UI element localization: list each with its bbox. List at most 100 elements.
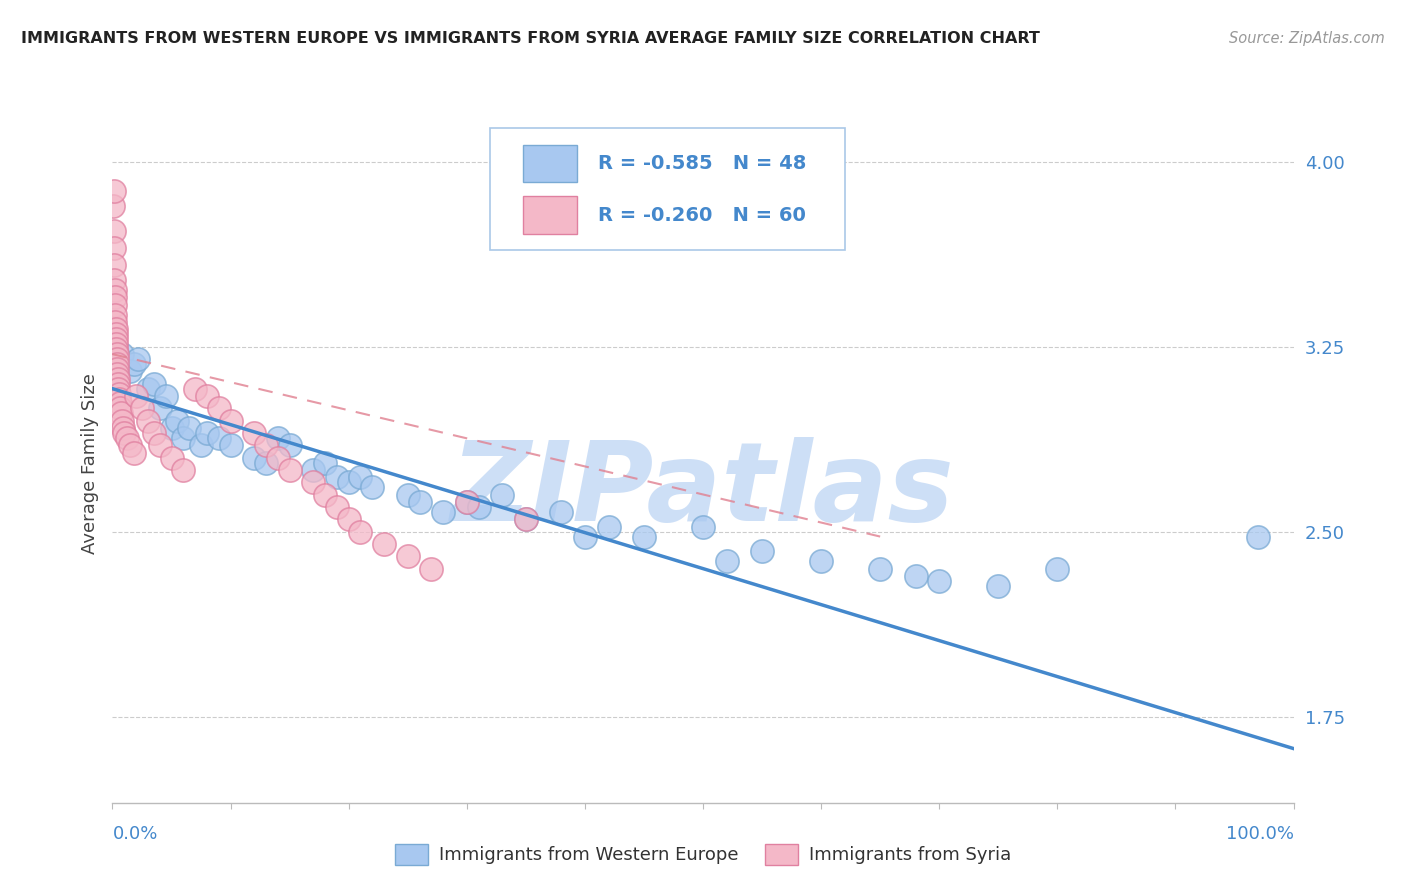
- Point: [105, 362, 128, 376]
- Point: [349, 524, 371, 539]
- Point: [190, 438, 212, 452]
- Point: [111, 347, 134, 361]
- Point: [172, 431, 194, 445]
- Point: [104, 308, 127, 322]
- Point: [337, 512, 360, 526]
- Point: [115, 431, 138, 445]
- Point: [105, 347, 128, 361]
- Point: [108, 396, 131, 410]
- Point: [219, 438, 242, 452]
- FancyBboxPatch shape: [491, 128, 845, 251]
- Point: [103, 241, 125, 255]
- Point: [396, 488, 419, 502]
- Point: [105, 352, 128, 367]
- Point: [869, 561, 891, 575]
- Point: [314, 456, 336, 470]
- Point: [166, 414, 188, 428]
- Point: [103, 199, 125, 213]
- Point: [692, 519, 714, 533]
- Point: [112, 421, 135, 435]
- Point: [373, 537, 395, 551]
- Point: [491, 488, 513, 502]
- Point: [103, 185, 125, 199]
- Point: [208, 401, 231, 416]
- Point: [278, 438, 301, 452]
- Point: [104, 327, 127, 342]
- Point: [326, 500, 349, 514]
- Point: [1046, 561, 1069, 575]
- Point: [195, 425, 218, 440]
- Point: [125, 389, 148, 403]
- Point: [105, 342, 128, 356]
- Point: [302, 463, 325, 477]
- Point: [107, 367, 129, 381]
- Text: ZIPatlas: ZIPatlas: [451, 437, 955, 544]
- Point: [104, 283, 127, 297]
- Point: [267, 431, 290, 445]
- Point: [361, 480, 384, 494]
- Point: [104, 290, 127, 304]
- Point: [108, 392, 131, 406]
- Point: [107, 372, 129, 386]
- Point: [122, 446, 145, 460]
- Point: [107, 376, 129, 391]
- Point: [179, 421, 201, 435]
- Point: [110, 406, 132, 420]
- Point: [104, 298, 127, 312]
- Point: [254, 456, 277, 470]
- Point: [219, 414, 242, 428]
- Text: R = -0.260   N = 60: R = -0.260 N = 60: [598, 205, 806, 225]
- Text: IMMIGRANTS FROM WESTERN EUROPE VS IMMIGRANTS FROM SYRIA AVERAGE FAMILY SIZE CORR: IMMIGRANTS FROM WESTERN EUROPE VS IMMIGR…: [21, 31, 1040, 46]
- Point: [515, 512, 537, 526]
- Point: [103, 224, 125, 238]
- Point: [131, 401, 153, 416]
- Text: 100.0%: 100.0%: [1226, 825, 1294, 843]
- Point: [122, 357, 145, 371]
- Point: [267, 450, 290, 465]
- Point: [254, 438, 277, 452]
- Point: [810, 554, 832, 568]
- Point: [515, 512, 537, 526]
- Legend: Immigrants from Western Europe, Immigrants from Syria: Immigrants from Western Europe, Immigran…: [388, 837, 1018, 871]
- Point: [928, 574, 950, 588]
- Point: [456, 495, 478, 509]
- Y-axis label: Average Family Size: Average Family Size: [80, 374, 98, 554]
- Text: R = -0.585   N = 48: R = -0.585 N = 48: [598, 154, 806, 173]
- Point: [195, 389, 218, 403]
- Point: [136, 382, 159, 396]
- Point: [112, 425, 135, 440]
- Point: [408, 495, 430, 509]
- Point: [103, 273, 125, 287]
- Point: [326, 470, 349, 484]
- Point: [149, 401, 172, 416]
- Point: [467, 500, 489, 514]
- Point: [105, 337, 128, 351]
- Point: [904, 569, 927, 583]
- Point: [302, 475, 325, 490]
- Point: [987, 579, 1010, 593]
- Point: [107, 386, 129, 401]
- Point: [633, 530, 655, 544]
- Point: [149, 438, 172, 452]
- Point: [598, 519, 620, 533]
- Point: [160, 421, 183, 435]
- Point: [155, 389, 177, 403]
- FancyBboxPatch shape: [523, 196, 576, 234]
- Point: [103, 259, 125, 273]
- Point: [314, 488, 336, 502]
- Point: [105, 357, 128, 371]
- FancyBboxPatch shape: [523, 145, 576, 182]
- Point: [432, 505, 454, 519]
- Point: [243, 450, 266, 465]
- Point: [420, 561, 443, 575]
- Text: 0.0%: 0.0%: [112, 825, 157, 843]
- Point: [349, 470, 371, 484]
- Point: [108, 401, 131, 416]
- Point: [142, 376, 165, 391]
- Point: [172, 463, 194, 477]
- Point: [396, 549, 419, 564]
- Point: [574, 530, 596, 544]
- Point: [550, 505, 572, 519]
- Point: [243, 425, 266, 440]
- Point: [136, 414, 159, 428]
